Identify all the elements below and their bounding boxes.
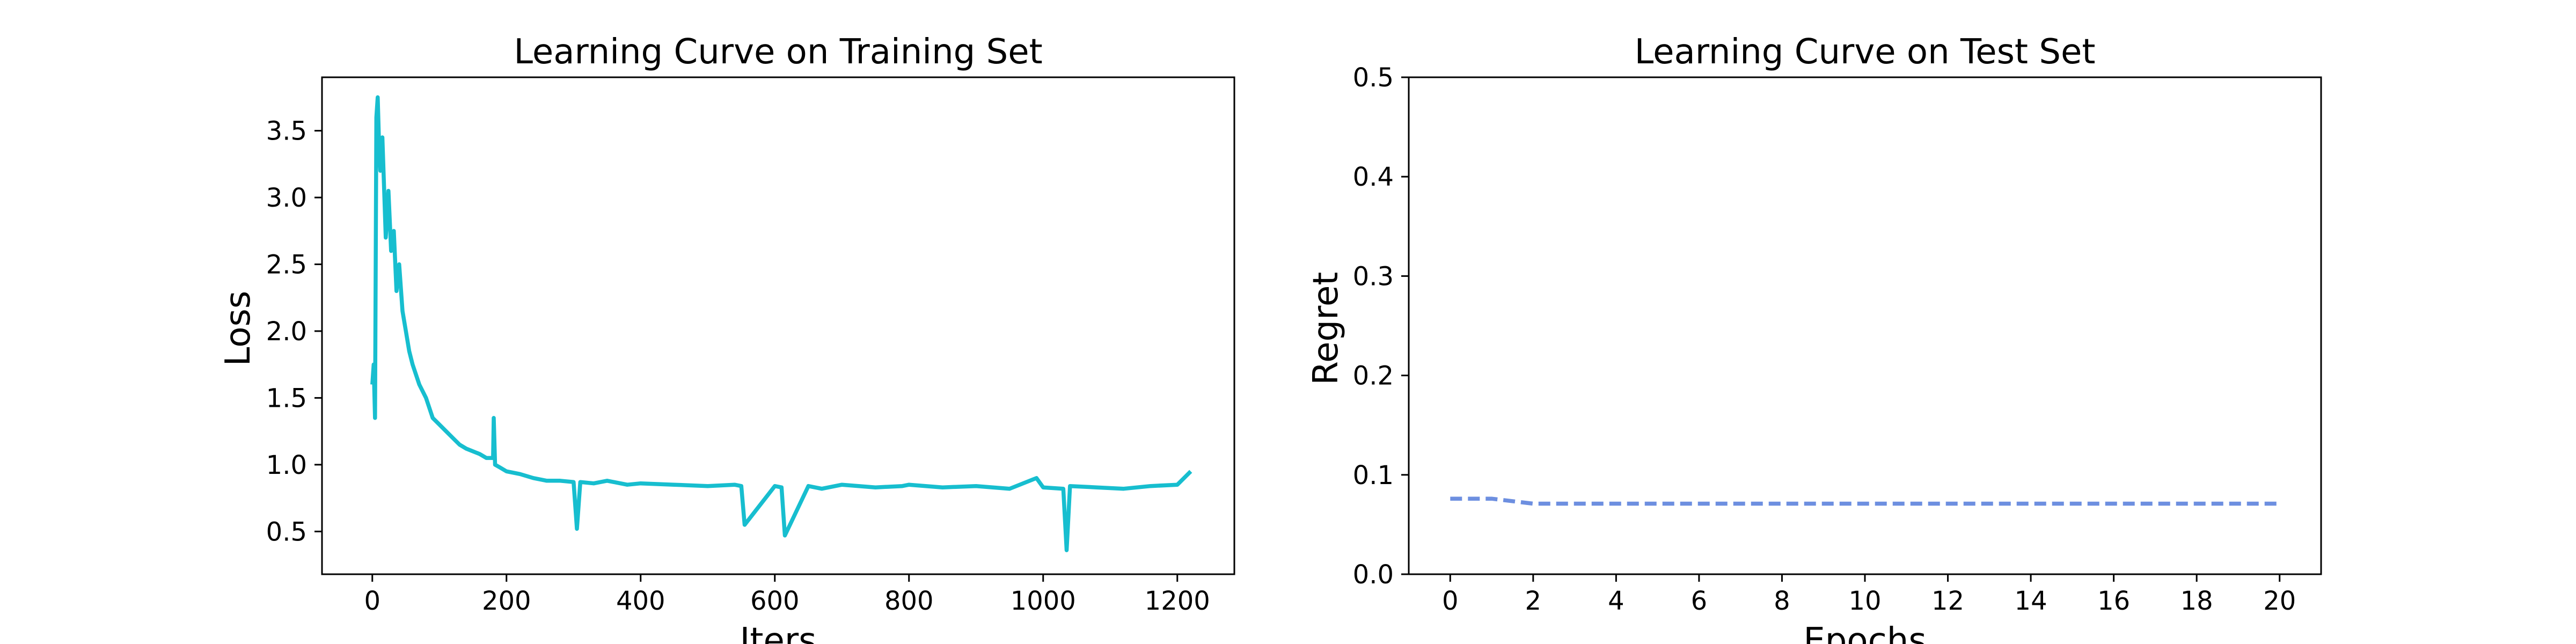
training-xtick-label: 600 [750, 586, 800, 616]
training-ytick-label: 0.5 [266, 517, 307, 547]
test-xticks: 0 2 4 6 8 10 12 14 16 18 20 [1442, 574, 2296, 616]
test-xtick-label: 4 [1608, 586, 1624, 616]
test-xtick-label: 18 [2180, 586, 2213, 616]
test-chart-title: Learning Curve on Test Set [1635, 32, 2096, 72]
test-chart: Learning Curve on Test Set Regret Epochs… [1306, 32, 2322, 644]
test-ytick-label: 0.5 [1353, 63, 1394, 93]
test-ytick-label: 0.3 [1353, 261, 1394, 291]
test-xtick-label: 12 [1931, 586, 1964, 616]
test-xtick-label: 10 [1848, 586, 1881, 616]
test-ytick-label: 0.0 [1353, 560, 1394, 590]
training-yticks: 0.5 1.0 1.5 2.0 2.5 3.0 3.5 [266, 116, 322, 547]
test-ytick-label: 0.2 [1353, 361, 1394, 391]
training-ytick-label: 2.5 [266, 250, 307, 280]
test-xtick-label: 8 [1774, 586, 1790, 616]
training-ytick-label: 2.0 [266, 317, 307, 347]
training-xtick-label: 1000 [1011, 586, 1076, 616]
test-xtick-label: 14 [2015, 586, 2047, 616]
test-xtick-label: 0 [1442, 586, 1459, 616]
training-xtick-label: 1200 [1145, 586, 1210, 616]
test-ytick-label: 0.1 [1353, 460, 1394, 491]
training-chart: Learning Curve on Training Set Loss Iter… [218, 32, 1235, 644]
training-ytick-label: 3.5 [266, 116, 307, 147]
training-xtick-label: 800 [884, 586, 934, 616]
test-xtick-label: 2 [1525, 586, 1542, 616]
training-xtick-label: 0 [364, 586, 380, 616]
training-plot-frame [321, 76, 1235, 575]
training-ytick-label: 1.0 [266, 450, 307, 480]
test-ylabel: Regret [1306, 272, 1346, 385]
training-xticks: 0 200 400 600 800 1000 1200 [364, 574, 1210, 616]
test-regret-line [1450, 496, 2280, 506]
training-chart-title: Learning Curve on Training Set [514, 32, 1042, 72]
test-xtick-label: 20 [2263, 586, 2296, 616]
test-xlabel: Epochs [1803, 621, 1926, 644]
test-xtick-label: 16 [2097, 586, 2130, 616]
training-xtick-label: 200 [482, 586, 531, 616]
training-xlabel: Iters [740, 621, 817, 644]
test-yticks: 0.0 0.1 0.2 0.3 0.4 0.5 [1353, 63, 1409, 590]
training-loss-line [370, 95, 1192, 552]
training-ylabel: Loss [218, 291, 258, 366]
training-xtick-label: 400 [616, 586, 665, 616]
training-ytick-label: 3.0 [266, 183, 307, 213]
test-xtick-label: 6 [1691, 586, 1708, 616]
test-ytick-label: 0.4 [1353, 162, 1394, 192]
training-ytick-label: 1.5 [266, 383, 307, 413]
test-plot-frame [1408, 76, 2322, 575]
